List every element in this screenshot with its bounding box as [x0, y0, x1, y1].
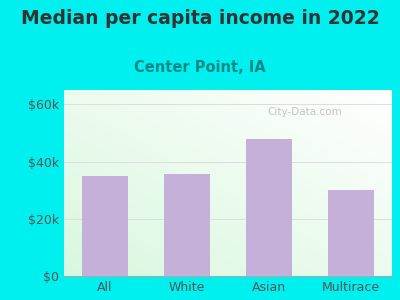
Bar — [82, 176, 128, 276]
Bar — [246, 139, 292, 276]
Bar — [164, 174, 210, 276]
Text: City-Data.com: City-Data.com — [267, 107, 342, 117]
Bar — [328, 190, 374, 276]
Text: Median per capita income in 2022: Median per capita income in 2022 — [21, 9, 379, 28]
Text: Center Point, IA: Center Point, IA — [134, 60, 266, 75]
